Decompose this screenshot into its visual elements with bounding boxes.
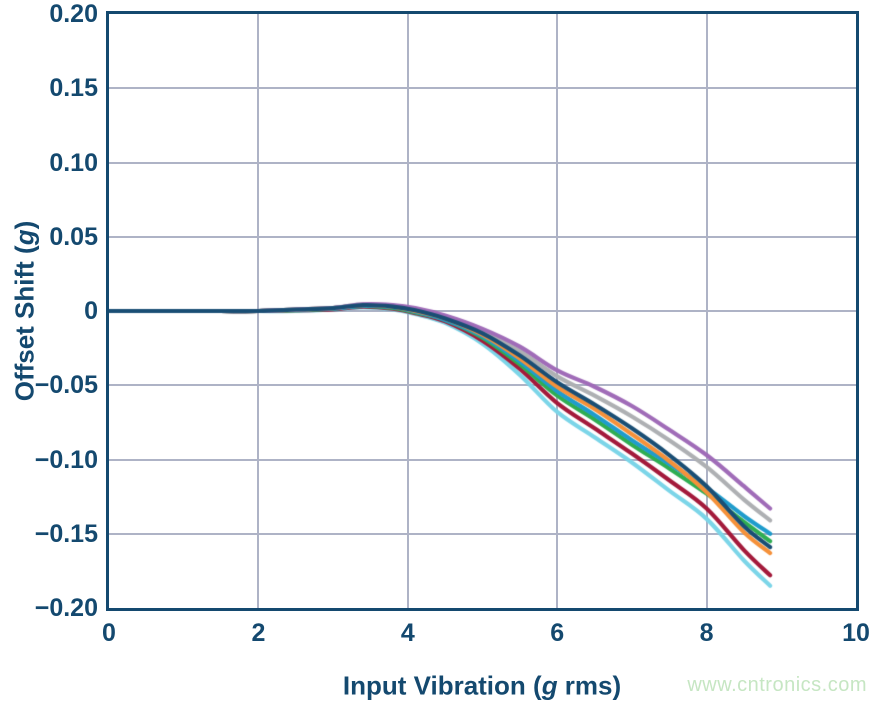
x-tick-label: 0	[102, 619, 116, 647]
x-tick-label: 4	[400, 619, 415, 647]
x-axis-title-text-end: rms)	[557, 670, 622, 701]
x-axis-title-text: Input Vibration (	[342, 670, 542, 701]
y-tick-label: −0.05	[34, 371, 98, 400]
x-axis-title-italic-g: g	[541, 670, 558, 701]
x-tick-label: 6	[550, 619, 565, 647]
x-axis-title: Input Vibration (g rms)	[343, 671, 621, 702]
y-tick-label: 0.10	[49, 148, 98, 177]
y-tick-label: 0.05	[49, 222, 98, 251]
y-tick-label: −0.20	[34, 594, 98, 622]
y-tick-label: 0.15	[49, 74, 98, 103]
x-tick-label: 2	[251, 619, 266, 647]
y-tick-label: 0	[84, 297, 98, 325]
data-curves	[109, 14, 856, 608]
y-tick-label: −0.10	[34, 445, 98, 474]
x-tick-label: 10	[842, 619, 870, 647]
y-tick-label: −0.15	[34, 519, 98, 548]
y-tick-label: 0.20	[49, 0, 98, 28]
watermark: www.cntronics.com	[687, 674, 867, 696]
x-tick-label: 8	[699, 619, 714, 647]
plot-area	[106, 11, 859, 611]
